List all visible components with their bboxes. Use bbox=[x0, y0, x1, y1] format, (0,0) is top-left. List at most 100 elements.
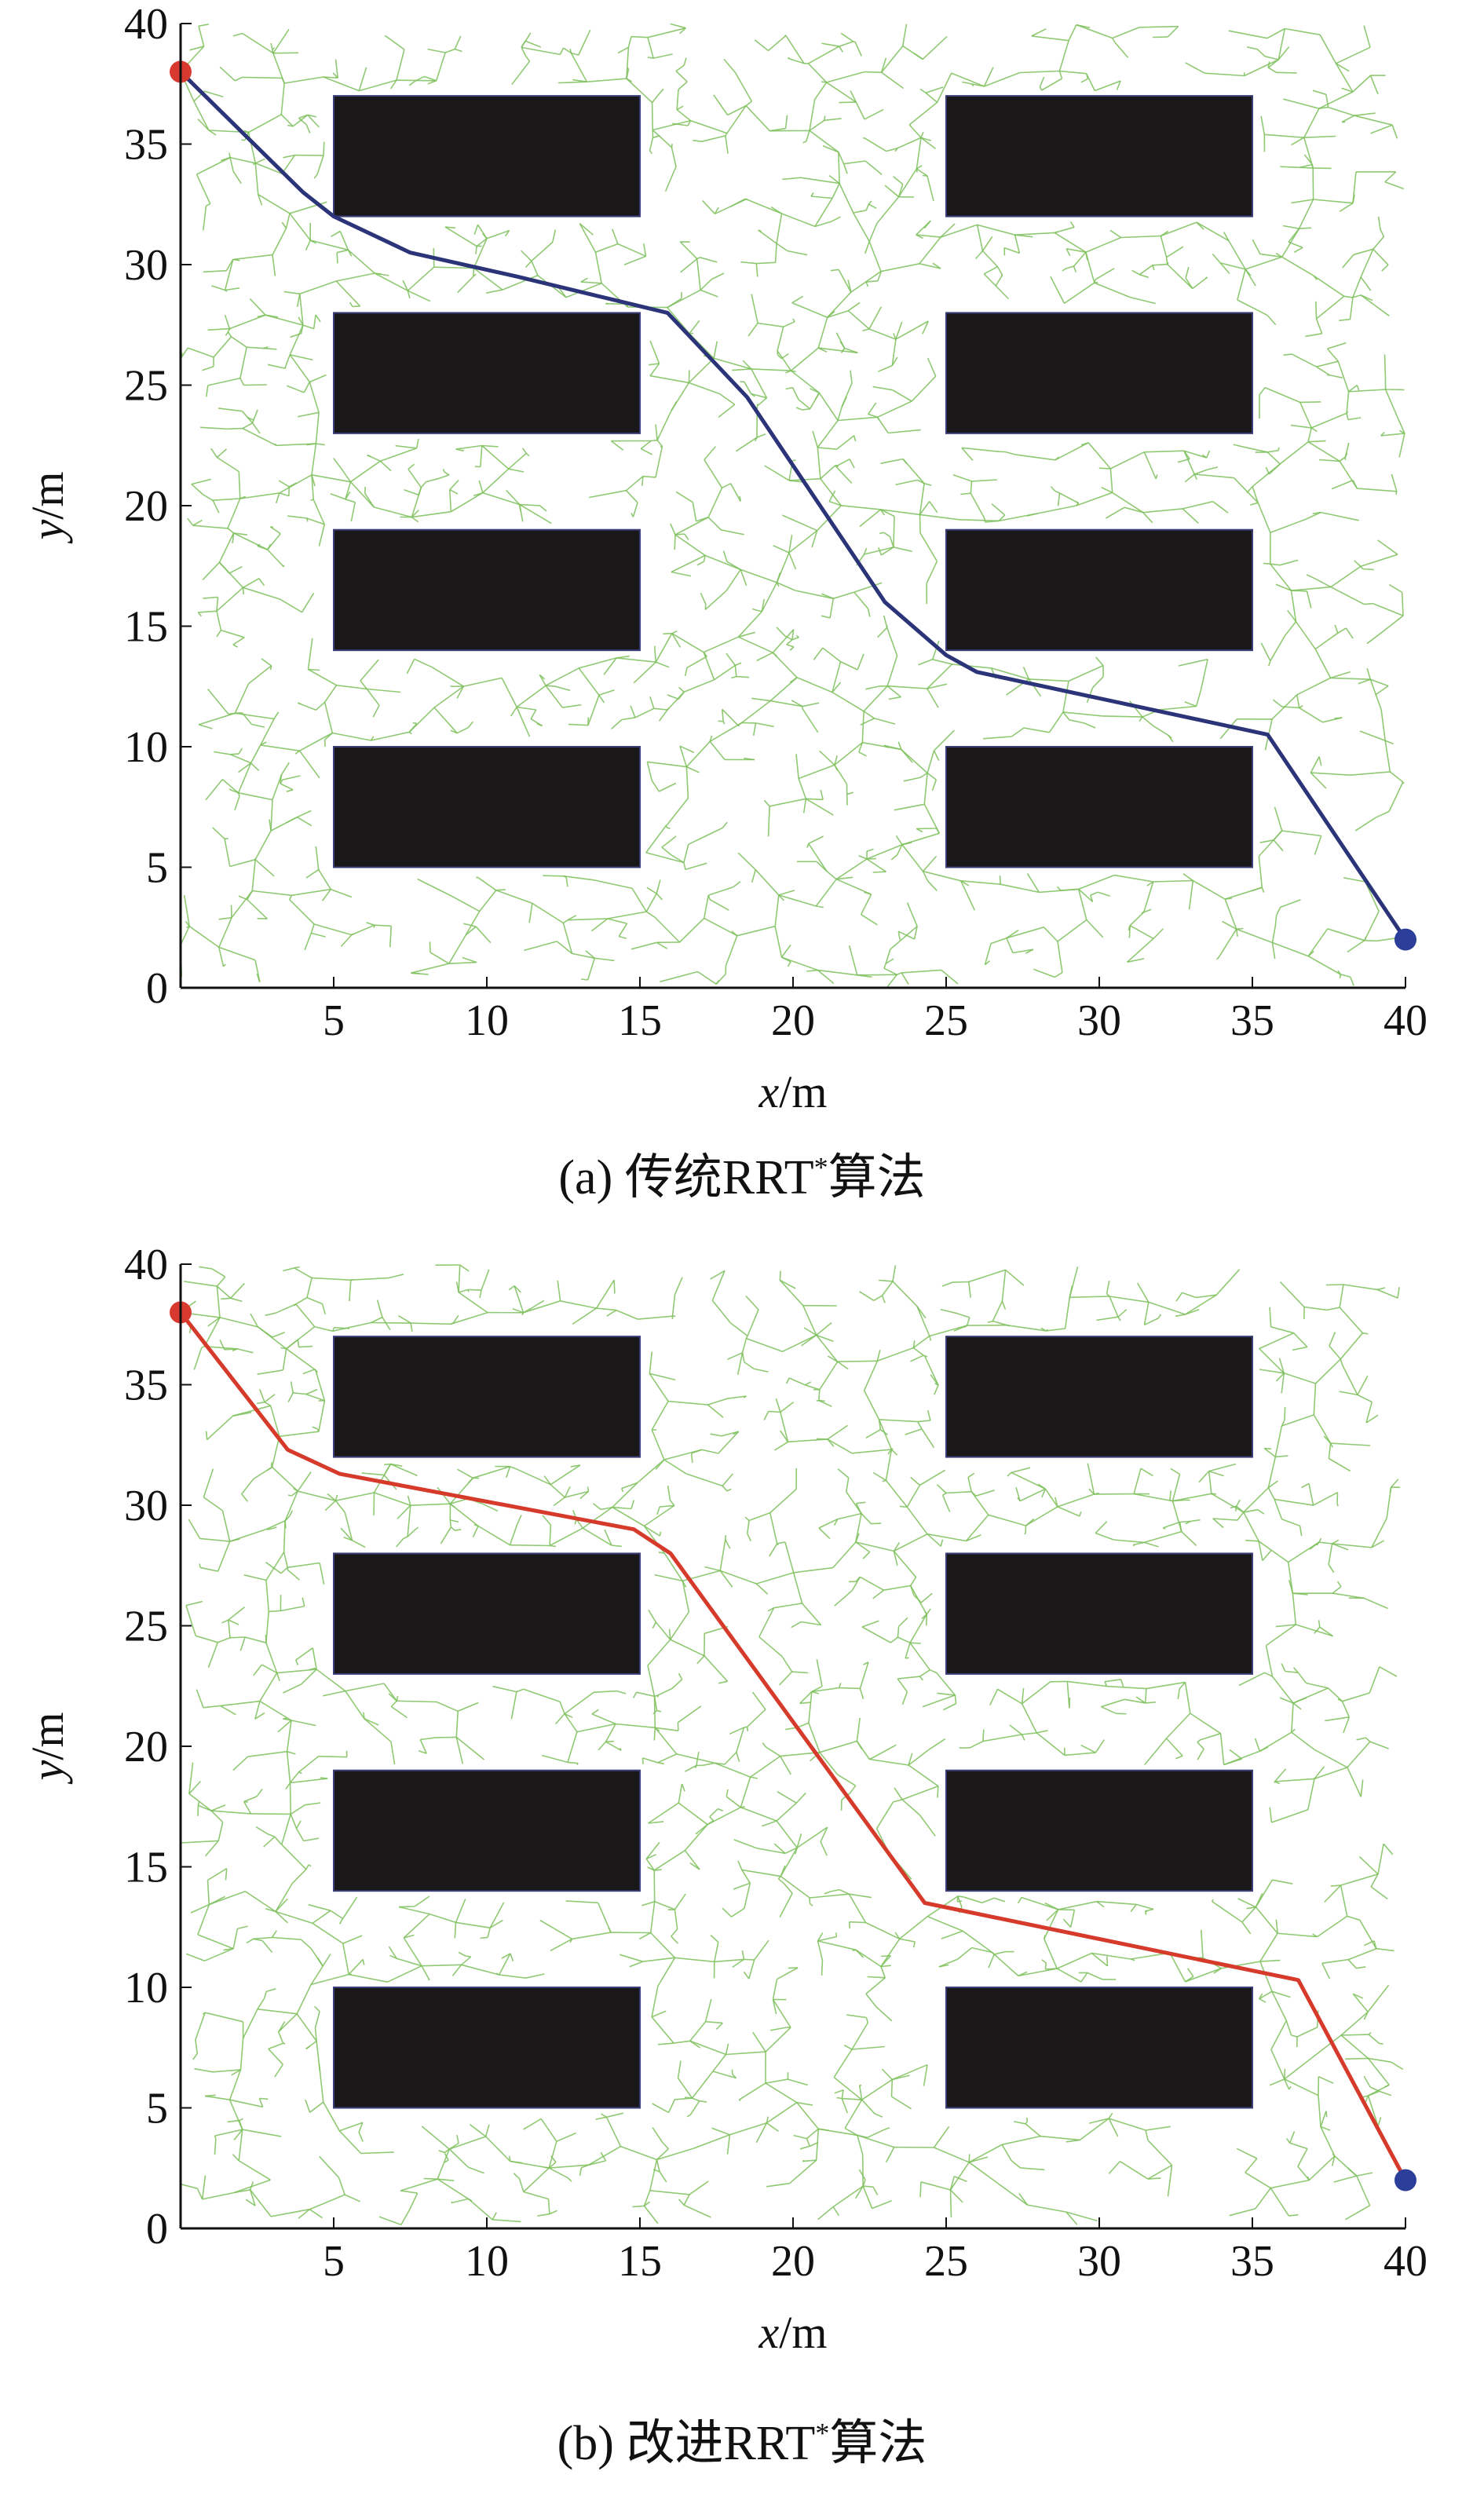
tree-edge bbox=[234, 795, 240, 810]
tree-edge bbox=[1175, 1755, 1183, 1760]
tree-edge bbox=[272, 28, 290, 54]
tree-edge bbox=[203, 596, 218, 599]
tree-edge bbox=[618, 923, 628, 938]
tree-edge bbox=[339, 231, 349, 250]
tree-edge bbox=[892, 1281, 918, 1307]
tree-edge bbox=[1316, 360, 1339, 367]
tree-edge bbox=[668, 1628, 671, 1640]
tree-edge bbox=[855, 1541, 894, 1552]
tree-edge bbox=[649, 2159, 658, 2191]
tree-edge bbox=[1124, 506, 1144, 514]
tree-edge bbox=[626, 69, 630, 79]
tree-edge bbox=[457, 1702, 479, 1713]
tree-edge bbox=[645, 893, 657, 912]
tree-edge bbox=[444, 48, 455, 53]
tree-edge bbox=[814, 198, 833, 227]
tree-edge bbox=[1377, 216, 1381, 230]
tree-edge bbox=[1153, 879, 1193, 883]
tree-edge bbox=[1299, 705, 1303, 709]
tree-edge bbox=[748, 1512, 770, 1522]
tree-edge bbox=[305, 124, 311, 133]
tree-edge bbox=[659, 2171, 667, 2183]
tree-edge bbox=[671, 147, 677, 167]
tree-edge bbox=[1281, 1519, 1300, 1527]
tree-edge bbox=[843, 160, 866, 165]
tree-edge bbox=[1080, 1744, 1096, 1753]
tree-edge bbox=[1360, 565, 1364, 569]
tree-edge bbox=[1068, 664, 1104, 682]
tree-edge bbox=[837, 458, 850, 466]
tree-edge bbox=[861, 1513, 872, 1525]
tree-edge bbox=[897, 1678, 908, 1693]
tree-edge bbox=[188, 1327, 192, 1333]
tree-edge bbox=[917, 1421, 923, 1430]
tree-edge bbox=[1328, 106, 1355, 116]
tree-edge bbox=[579, 2167, 583, 2176]
tree-edge bbox=[765, 2078, 788, 2084]
tree-edge bbox=[1274, 1768, 1287, 1782]
tree-edge bbox=[767, 35, 787, 52]
tree-edge bbox=[224, 314, 231, 329]
tree-edge bbox=[1285, 27, 1321, 36]
tree-edge bbox=[941, 1281, 953, 1287]
tree-edge bbox=[411, 1322, 451, 1325]
tree-edge bbox=[1281, 1663, 1286, 1672]
tree-edge bbox=[555, 685, 571, 692]
tree-edge bbox=[336, 252, 338, 264]
tree-edge bbox=[1389, 771, 1404, 783]
tree-edge bbox=[667, 798, 689, 825]
tree-edge bbox=[203, 494, 214, 501]
tree-edge bbox=[581, 978, 588, 981]
tree-edge bbox=[595, 243, 619, 253]
tree-edge bbox=[1278, 1358, 1285, 1374]
tree-edge bbox=[941, 1494, 951, 1512]
tree-edge bbox=[572, 1932, 612, 1940]
tree-edge bbox=[795, 754, 799, 779]
tree-edge bbox=[908, 1764, 939, 1787]
tree-edge bbox=[1360, 1779, 1364, 1797]
tree-edge bbox=[1137, 1282, 1150, 1303]
tree-edge bbox=[332, 732, 371, 741]
tree-edge bbox=[710, 1433, 722, 1437]
tree-edge bbox=[885, 2147, 895, 2163]
tree-edge bbox=[1041, 78, 1062, 91]
tree-edge bbox=[1252, 239, 1261, 254]
tree-edge bbox=[390, 1463, 403, 1467]
tree-edge bbox=[1091, 1952, 1108, 1967]
tree-edge bbox=[455, 1921, 491, 1928]
tree-edge bbox=[678, 686, 685, 693]
tree-edge bbox=[1143, 1530, 1182, 1544]
tree-edge bbox=[744, 1362, 755, 1370]
tree-edge bbox=[246, 1938, 254, 1944]
tree-edge bbox=[389, 1954, 397, 1959]
tree-edge bbox=[252, 163, 256, 166]
tree-edge bbox=[734, 665, 737, 677]
tree-edge bbox=[769, 798, 806, 807]
tree-edge bbox=[307, 114, 317, 118]
tree-edge bbox=[371, 1321, 411, 1324]
tree-edge bbox=[891, 2096, 912, 2110]
tree-edge bbox=[508, 1285, 515, 1291]
tree-edge bbox=[335, 272, 375, 282]
tree-edge bbox=[1144, 450, 1185, 453]
tree-edge bbox=[340, 467, 352, 483]
tree-edge bbox=[576, 1519, 583, 1529]
tree-edge bbox=[548, 2167, 568, 2179]
tree-edge bbox=[286, 789, 294, 792]
tree-edge bbox=[1204, 72, 1245, 77]
obstacle-2 bbox=[945, 95, 1253, 217]
tree-edge bbox=[1271, 926, 1277, 943]
tree-edge bbox=[306, 517, 309, 522]
tree-edge bbox=[1208, 1471, 1212, 1494]
tree-edge bbox=[798, 778, 807, 799]
tree-edge bbox=[217, 1541, 231, 1572]
y-tick-label: 10 bbox=[124, 1964, 168, 2012]
tree-edge bbox=[820, 478, 842, 506]
tree-edge bbox=[853, 591, 869, 609]
tree-edge bbox=[1129, 925, 1154, 940]
tree-edge bbox=[751, 608, 762, 612]
tree-edge bbox=[817, 447, 821, 479]
tree-edge bbox=[193, 1347, 203, 1370]
tree-edge bbox=[802, 2159, 805, 2162]
tree-edge bbox=[755, 2122, 768, 2144]
